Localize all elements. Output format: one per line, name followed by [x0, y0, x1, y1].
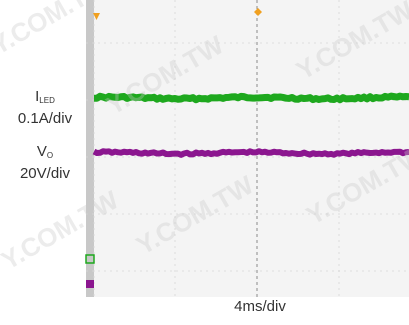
- ch1-scale: 0.1A/div: [17, 110, 73, 127]
- ch2-symbol: V: [36, 143, 47, 160]
- ch2-label: VO 20V/div: [5, 143, 85, 183]
- ch1-label: ILED 0.1A/div: [5, 88, 85, 128]
- trace-i-led: [93, 92, 409, 104]
- channel-marker-purple-icon: [86, 280, 94, 288]
- ch1-symbol: I: [35, 88, 40, 105]
- x-axis-label: 4ms/div: [234, 298, 286, 315]
- ch1-subscript: LED: [39, 96, 55, 105]
- channel-marker-green-icon: [85, 254, 95, 264]
- trigger-position-icon: [254, 8, 262, 16]
- ch2-scale: 20V/div: [19, 165, 71, 182]
- trigger-marker-icon: [93, 13, 100, 20]
- trace-v-o: [92, 148, 409, 158]
- ch2-subscript: O: [46, 151, 54, 160]
